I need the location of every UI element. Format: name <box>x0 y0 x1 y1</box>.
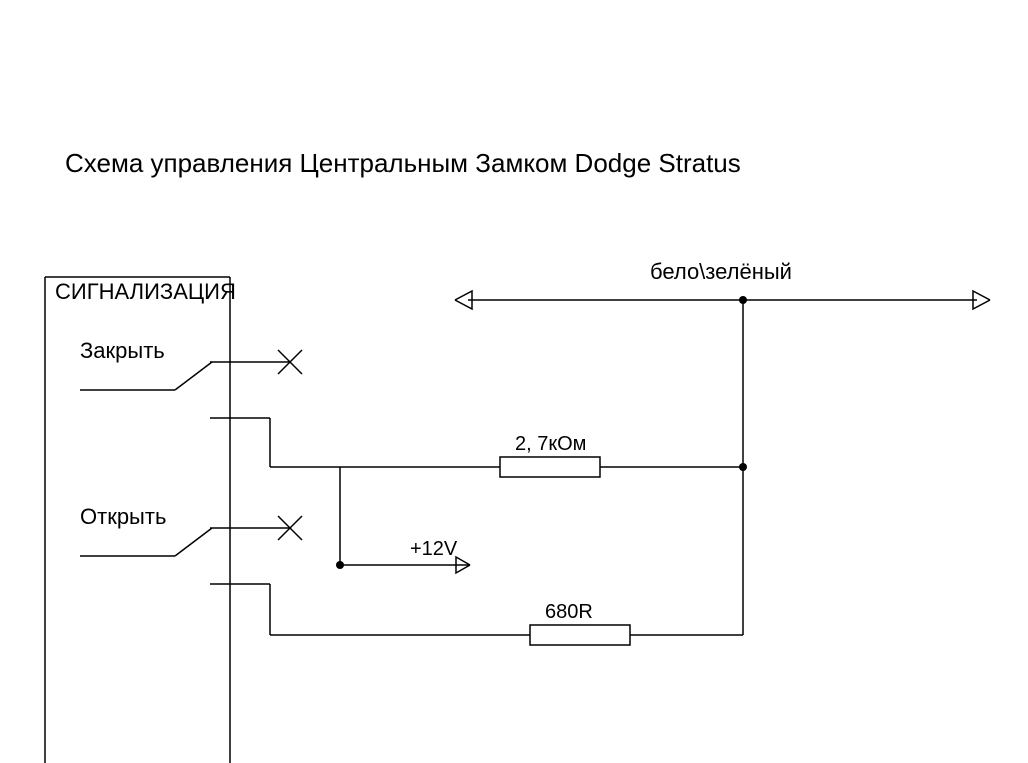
circuit-diagram: Схема управления Центральным Замком Dodg… <box>0 0 1028 763</box>
resistor-r1-label: 2, 7кОм <box>515 433 586 455</box>
junction-dot <box>739 296 747 304</box>
close-relay <box>80 350 500 467</box>
wire-color-label: бело\зелёный <box>650 259 792 284</box>
junction-dot <box>739 463 747 471</box>
resistor-r2 <box>530 625 630 645</box>
junction-dot <box>336 561 344 569</box>
wire-line <box>455 291 990 309</box>
resistor-r1 <box>500 457 600 477</box>
plus12v-label: +12V <box>410 538 458 560</box>
diagram-title: Схема управления Центральным Замком Dodg… <box>65 148 741 178</box>
close-label: Закрыть <box>80 338 165 363</box>
alarm-label: СИГНАЛИЗАЦИЯ <box>55 279 236 304</box>
open-label: Открыть <box>80 504 166 529</box>
open-relay <box>80 516 530 635</box>
resistor-r2-label: 680R <box>545 601 593 623</box>
